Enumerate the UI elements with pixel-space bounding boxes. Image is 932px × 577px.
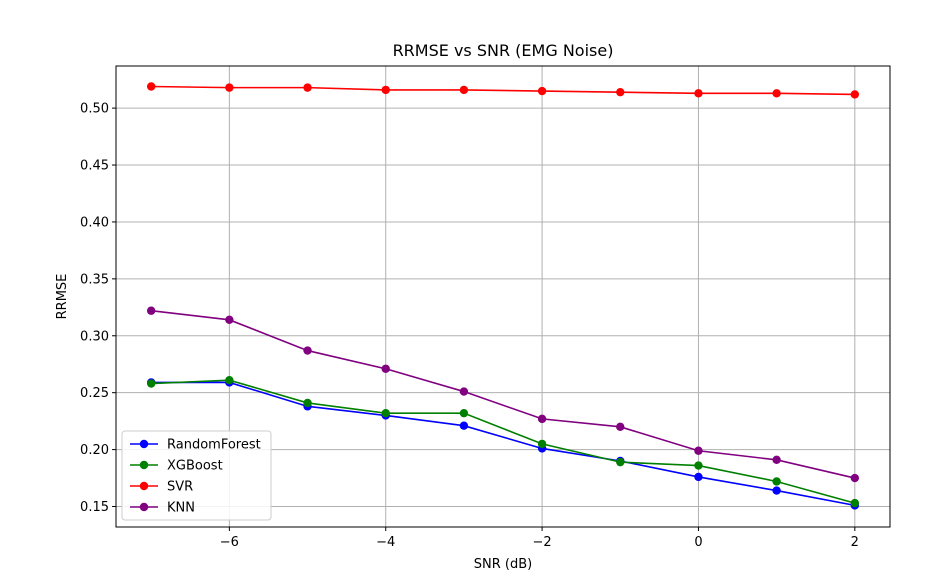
y-tick-label: 0.40 [80,215,109,230]
y-tick-label: 0.20 [80,443,109,458]
data-point [225,83,234,92]
y-tick-label: 0.45 [80,159,109,174]
plot-frame [115,65,891,528]
data-point [850,90,860,99]
x-tick-label: −2 [533,535,552,550]
legend-marker [139,502,149,512]
data-point [694,446,703,455]
legend: RandomForest XGBoost SVR KNN [121,430,272,521]
series-svr [146,82,860,99]
data-point [146,379,156,388]
y-tick-label: 0.25 [80,386,109,401]
data-point [772,486,781,495]
x-tick-label: 0 [694,535,702,550]
legend-item: XGBoost [130,459,223,474]
grid-lines [116,66,890,527]
data-point [303,346,312,355]
legend-label: RandomForest [167,438,261,453]
series-line [151,381,855,507]
data-point [772,89,781,98]
data-point [225,375,234,385]
y-tick-label: 0.30 [80,329,109,344]
legend-item: KNN [130,501,195,516]
data-point [459,408,469,418]
legend-item: RandomForest [130,438,261,453]
x-tick-label: −6 [220,535,239,550]
series-layer [146,82,860,510]
data-point [616,87,625,97]
data-point [850,473,860,483]
data-point [694,461,703,470]
legend-marker [139,481,149,491]
data-point [694,472,703,482]
series-knn [146,306,860,483]
legend-label: KNN [167,501,195,516]
legend-box [121,430,272,521]
x-axis-label: SNR (dB) [474,557,532,572]
data-point [616,422,625,432]
data-point [381,364,390,373]
y-tick-label: 0.35 [80,272,109,287]
legend-item: SVR [130,480,193,495]
x-tick-label: 2 [851,535,859,550]
data-point [225,315,234,325]
x-tick-label: −4 [376,535,395,550]
y-tick-label: 0.15 [80,500,109,515]
data-point [850,498,860,508]
data-point [146,82,156,91]
data-point [303,83,312,92]
data-point [537,439,547,449]
axis-ticks: −6 −4 −2 0 2 0.15 0.20 0.25 0.30 0.35 0.40 0.45 0.50 [80,102,859,550]
series-line [151,309,855,479]
data-point [772,455,781,465]
data-point [459,421,469,430]
legend-label: XGBoost [167,459,223,474]
y-axis-label: RRMSE [55,274,70,320]
legend-marker [139,439,149,449]
data-point [459,387,469,396]
data-point [537,86,547,96]
series-xgboost [146,375,860,508]
data-point [772,477,781,486]
chart-title: RRMSE vs SNR (EMG Noise) [393,41,614,60]
data-point [537,414,547,424]
series-line [151,85,855,96]
data-point [694,89,703,98]
series-line [151,379,856,504]
data-point [459,85,469,95]
data-point [381,85,390,95]
data-point [303,398,312,408]
data-point [146,306,156,315]
data-point [381,408,390,418]
data-point [616,457,625,467]
legend-label: SVR [167,480,193,495]
legend-marker [139,460,149,470]
y-tick-label: 0.50 [80,102,109,117]
